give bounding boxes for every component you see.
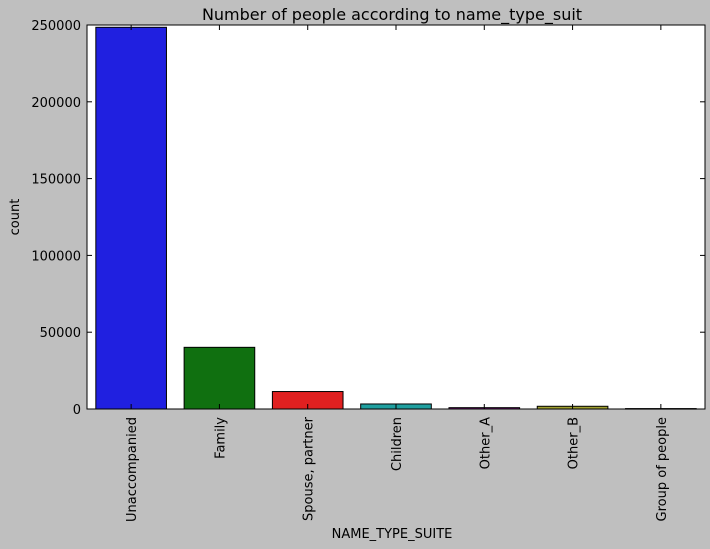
y-tick-label-2: 100000 [31, 249, 81, 264]
x-tick-label-3: Children [390, 417, 405, 471]
bar-1 [183, 346, 256, 410]
x-tick-label-1: Family [213, 417, 228, 459]
bars-group [95, 26, 697, 410]
y-tick-label-1: 50000 [40, 326, 81, 341]
x-tick-label-4: Other_A [478, 417, 493, 469]
y-axis: 0 50000 100000 150000 200000 250000 [31, 19, 705, 418]
x-axis-label: NAME_TYPE_SUITE [332, 527, 453, 542]
x-tick-label-5: Other_B [567, 417, 582, 469]
y-tick-label-4: 200000 [31, 96, 81, 111]
y-axis-label: count [8, 199, 23, 236]
y-tick-label-0: 0 [73, 403, 81, 418]
chart-title: Number of people according to name_type_… [202, 5, 582, 25]
x-axis: Unaccompanied Family Spouse, partner Childr… [125, 25, 670, 522]
plot-area [87, 25, 705, 409]
bar-0 [95, 26, 167, 410]
plot-frame [86, 24, 706, 410]
x-tick-label-2: Spouse, partner [302, 416, 317, 521]
y-tick-label-3: 150000 [31, 173, 81, 188]
x-tick-label-0: Unaccompanied [125, 417, 140, 522]
y-tick-label-5: 250000 [31, 19, 81, 34]
x-tick-label-6: Group of people [655, 417, 670, 521]
